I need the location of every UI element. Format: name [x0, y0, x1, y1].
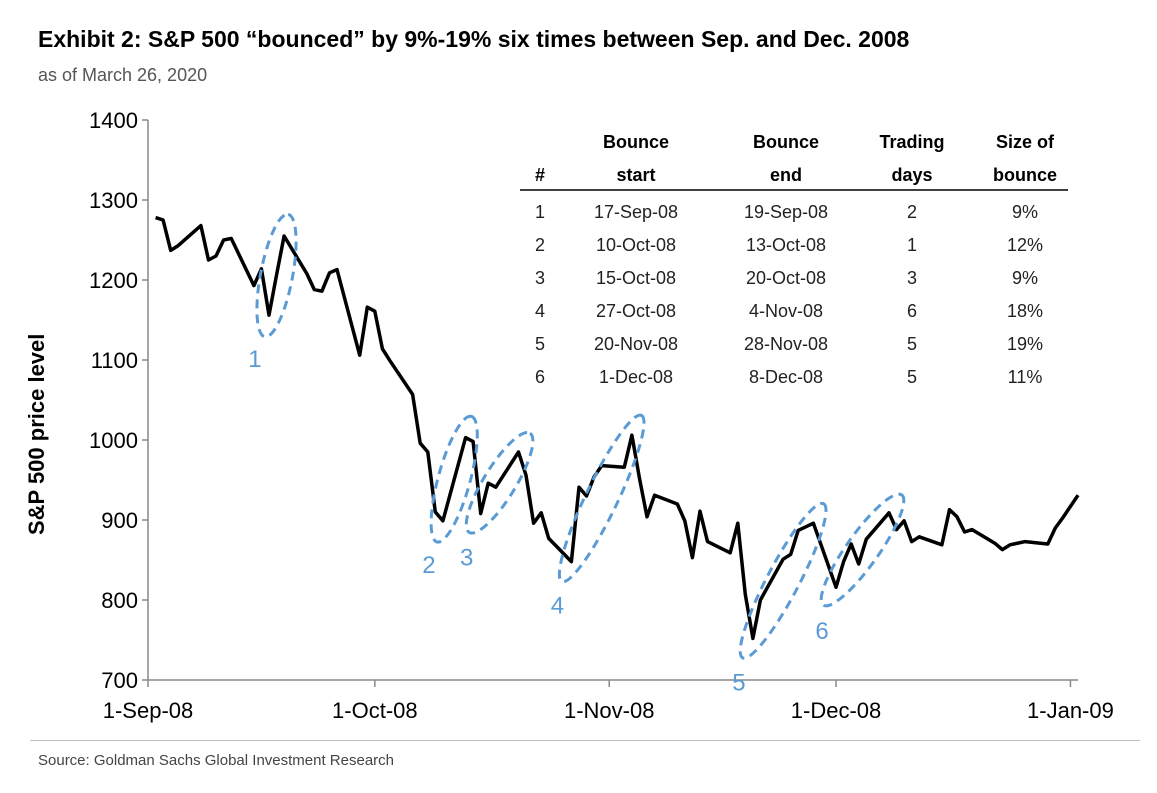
y-tick-label: 1000: [89, 428, 138, 453]
x-tick-label: 1-Jan-09: [1027, 698, 1114, 723]
chart-title: Exhibit 2: S&P 500 “bounced” by 9%-19% s…: [38, 26, 910, 52]
table-cell: 5: [535, 334, 545, 354]
table-cell: 19-Sep-08: [744, 202, 828, 222]
x-tick-label: 1-Nov-08: [564, 698, 654, 723]
series-line: [155, 215, 1080, 641]
table-header-cell: Trading: [879, 132, 944, 152]
table-cell: 3: [535, 268, 545, 288]
table-cell: 3: [907, 268, 917, 288]
bounce-ellipse: [429, 414, 479, 544]
table-cell: 12%: [1007, 235, 1043, 255]
table-cell: 20-Nov-08: [594, 334, 678, 354]
table-cell: 15-Oct-08: [596, 268, 676, 288]
bounce-label: 4: [551, 593, 564, 620]
table-header-cell: Size of: [996, 132, 1055, 152]
footer-divider: [30, 740, 1140, 741]
table-cell: 8-Dec-08: [749, 367, 823, 387]
x-tick-label: 1-Oct-08: [332, 698, 418, 723]
y-tick-label: 1300: [89, 188, 138, 213]
series-sp500: [155, 215, 1080, 641]
table-cell: 1: [907, 235, 917, 255]
bounce-label: 6: [815, 618, 828, 645]
table-cell: 20-Oct-08: [746, 268, 826, 288]
table-cell: 5: [907, 334, 917, 354]
table-cell: 27-Oct-08: [596, 301, 676, 321]
table-cell: 6: [535, 367, 545, 387]
bounce-ellipse: [819, 492, 906, 608]
chart-subtitle: as of March 26, 2020: [38, 65, 208, 85]
bounce-label: 5: [732, 669, 745, 696]
x-tick-label: 1-Dec-08: [791, 698, 881, 723]
axes: [142, 119, 1078, 687]
bounce-table: # Bounce start Bounce end Trading days Size of b…: [520, 132, 1068, 387]
table-cell: 9%: [1012, 202, 1038, 222]
y-tick-label: 700: [101, 668, 138, 693]
source-note: Source: Goldman Sachs Global Investment …: [38, 752, 395, 769]
y-tick-label: 1100: [91, 348, 138, 373]
bounce-ellipse: [464, 431, 535, 535]
table-header-cell: start: [616, 165, 655, 185]
bounce-label: 2: [422, 552, 435, 579]
bounce-label: 1: [248, 346, 261, 373]
table-header-cell: #: [535, 165, 545, 185]
table-header-cell: days: [891, 165, 932, 185]
table-cell: 18%: [1007, 301, 1043, 321]
table-header-cell: Bounce: [603, 132, 669, 152]
tick-labels: 700 800 900 1000 1100 1200 1300 1400 1-Sep-08 1-O…: [89, 108, 1114, 723]
table-cell: 4: [535, 301, 545, 321]
table-cell: 1: [535, 202, 545, 222]
table-cell: 4-Nov-08: [749, 301, 823, 321]
bounce-label: 3: [460, 545, 473, 572]
table-cell: 28-Nov-08: [744, 334, 828, 354]
table-cell: 9%: [1012, 268, 1038, 288]
bounce-ellipse: [255, 212, 298, 339]
y-axis-label: S&P 500 price level: [24, 334, 49, 535]
table-cell: 17-Sep-08: [594, 202, 678, 222]
table-header-cell: end: [770, 165, 802, 185]
table-cell: 10-Oct-08: [596, 235, 676, 255]
table-cell: 1-Dec-08: [599, 367, 673, 387]
bounce-ellipse: [738, 501, 828, 660]
table-cell: 2: [907, 202, 917, 222]
y-tick-label: 1200: [89, 268, 138, 293]
table-cell: 19%: [1007, 334, 1043, 354]
y-tick-label: 1400: [89, 108, 138, 133]
table-cell: 13-Oct-08: [746, 235, 826, 255]
table-cell: 2: [535, 235, 545, 255]
bounce-ellipse: [557, 413, 646, 584]
table-cell: 11%: [1008, 367, 1043, 387]
table-header-cell: bounce: [993, 165, 1057, 185]
x-tick-label: 1-Sep-08: [103, 698, 194, 723]
y-tick-label: 800: [101, 588, 138, 613]
table-cell: 5: [907, 367, 917, 387]
y-tick-label: 900: [101, 508, 138, 533]
table-header-cell: Bounce: [753, 132, 819, 152]
table-cell: 6: [907, 301, 917, 321]
